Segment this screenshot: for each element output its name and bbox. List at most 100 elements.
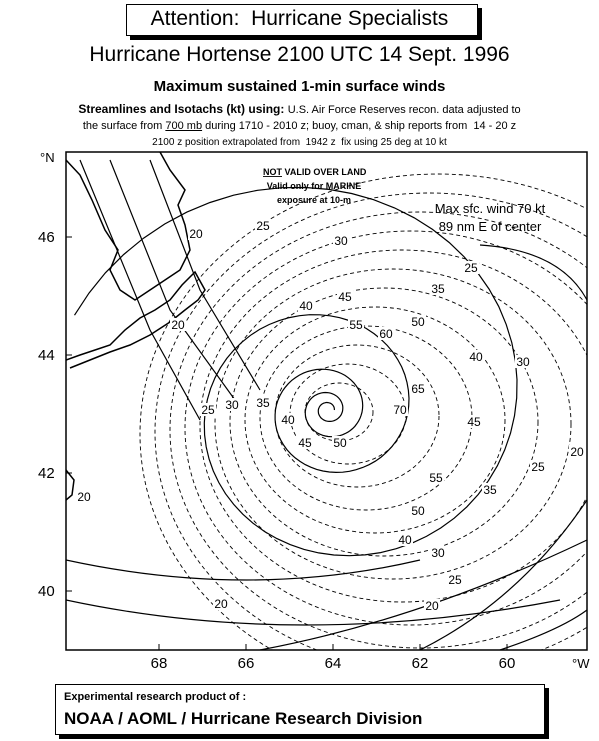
isotach-label: 35: [431, 282, 445, 296]
isotach: [304, 382, 374, 442]
isotach-label: 25: [464, 261, 478, 275]
land-note: Valid only for MARINE: [267, 181, 362, 191]
label-bg: [468, 350, 484, 363]
isotach-label: 50: [411, 504, 425, 518]
isotach: [199, 249, 587, 603]
streamline: [149, 159, 261, 391]
lon-unit: °W: [572, 656, 590, 671]
isotach-label: 20: [171, 318, 185, 332]
label-bg: [170, 318, 186, 331]
text: the surface from: [82, 120, 166, 132]
label-bg: [76, 490, 92, 503]
isotach-label: 55: [429, 471, 443, 485]
streamline: [79, 159, 201, 421]
label-bg: [466, 415, 482, 428]
footer-box: [55, 684, 545, 735]
description-line: Streamlines and Isotachs (kt) using: U.S…: [0, 102, 599, 116]
label-bg: [482, 483, 498, 496]
isotach-label: 25: [201, 403, 215, 417]
isotach-label: 35: [256, 396, 270, 410]
footer-text: NOAA / AOML / Hurricane Research Divisio…: [64, 709, 423, 728]
isotach-label: 40: [469, 350, 483, 364]
description-line: the surface from 700 mb during 1710 - 20…: [0, 120, 599, 132]
isotach-label: 30: [334, 234, 348, 248]
isotach-label: 20: [425, 599, 439, 613]
label-bg: [428, 471, 444, 484]
lat-tick-label: 44: [38, 347, 55, 364]
isotach-label: 40: [281, 413, 295, 427]
label-bg: [337, 290, 353, 303]
isotach-label: 50: [411, 315, 425, 329]
label-bg: [200, 403, 216, 416]
label-bg: [569, 445, 585, 458]
map-frame: [65, 151, 588, 651]
label-bg: [515, 355, 531, 368]
label-bg: [410, 504, 426, 517]
label-bg: [378, 327, 394, 340]
streamline: [73, 186, 518, 557]
text: Streamlines and Isotachs (kt) using:: [78, 102, 288, 116]
isotach-label: 30: [225, 398, 239, 412]
isotach-label: 45: [467, 415, 481, 429]
streamline: [109, 159, 236, 401]
label-bg: [255, 396, 271, 409]
label-bg: [397, 533, 413, 546]
isotach-label: 45: [338, 290, 352, 304]
streamline: [66, 559, 421, 581]
isotach-label: 55: [349, 318, 363, 332]
label-bg: [297, 436, 313, 449]
isotach-label: 65: [411, 382, 425, 396]
label-bg: [424, 599, 440, 612]
lon-tick-label: 68: [151, 655, 168, 672]
streamline: [419, 499, 587, 650]
isotach-label: 45: [298, 436, 312, 450]
isotach-label: 20: [570, 445, 584, 459]
streamline: [259, 539, 587, 650]
isotach: [214, 268, 572, 580]
isotach-label: 50: [333, 436, 347, 450]
isotach-label: 25: [448, 573, 462, 587]
label-bg: [188, 227, 204, 240]
lon-tick-label: 60: [499, 655, 516, 672]
isotach-label: 70: [393, 403, 407, 417]
isotach-label: 60: [379, 327, 393, 341]
isotach-label: 40: [299, 299, 313, 313]
isotach: [154, 192, 587, 650]
label-bg: [392, 403, 408, 416]
text: 700 mb: [165, 120, 203, 132]
isotach-label: 20: [214, 597, 228, 611]
lat-tick-label: 40: [38, 583, 55, 600]
label-bg: [447, 573, 463, 586]
label-bg: [213, 597, 229, 610]
land-note: exposure at 10-m: [277, 195, 351, 205]
label-bg: [348, 318, 364, 331]
title: Attention: Hurricane Specialists: [150, 7, 449, 30]
isotach-label: 30: [431, 546, 445, 560]
streamline: [479, 244, 587, 301]
label-bg: [332, 436, 348, 449]
isotach-label: 20: [189, 227, 203, 241]
label-bg: [280, 413, 296, 426]
label-bg: [430, 546, 446, 559]
isotach-label: 25: [256, 219, 270, 233]
isotach-label: 35: [483, 483, 497, 497]
label-bg: [333, 234, 349, 247]
lon-tick-label: 62: [412, 655, 429, 672]
max-wind: 89 nm E of center: [439, 219, 542, 234]
text: during 1710 - 2010 z; buoy, cman, & ship…: [202, 120, 517, 132]
land-note: NOT VALID OVER LAND: [263, 167, 367, 177]
footer-text: Experimental research product of :: [64, 691, 247, 703]
isotach: [229, 287, 539, 557]
lat-unit: °N: [40, 150, 55, 165]
isotach: [139, 173, 587, 650]
label-bg: [530, 460, 546, 473]
lat-tick-label: 42: [38, 465, 55, 482]
isotach-label: 20: [77, 490, 91, 504]
label-bg: [430, 282, 446, 295]
text: NOT: [263, 167, 283, 177]
streamline: [66, 599, 561, 626]
coastline: [66, 152, 206, 501]
